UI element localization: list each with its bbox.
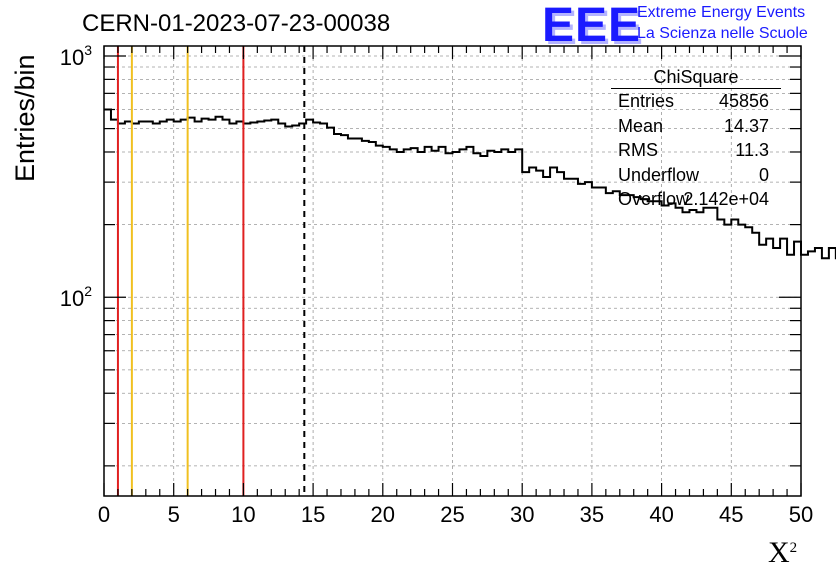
logo-line-1: Extreme Energy Events — [637, 4, 806, 21]
y-tick-label: 103 — [60, 42, 92, 70]
stats-value: 45856 — [718, 91, 769, 111]
y-axis-label: Entries/bin — [10, 54, 40, 182]
x-tick-label: 35 — [580, 502, 604, 527]
x-tick-label: 5 — [168, 502, 180, 527]
logo-line-2: La Scienza nelle Scuole — [637, 25, 808, 42]
stats-row: Entries 45856 — [611, 89, 781, 114]
eee-logo: EEE — [542, 0, 642, 52]
x-axis-label-base: X — [768, 536, 790, 569]
x-tick-label: 40 — [649, 502, 673, 527]
stats-key: Mean — [618, 115, 664, 136]
stats-key: Overflow — [618, 189, 690, 209]
x-tick-label: 10 — [231, 502, 255, 527]
stats-value: 11.3 — [735, 140, 769, 160]
stats-value: 2.142e+04 — [683, 189, 769, 209]
histogram-series — [104, 108, 836, 260]
x-tick-label: 0 — [98, 502, 110, 527]
stats-row: Mean 14.37 — [611, 114, 781, 139]
chart-title: CERN-01-2023-07-23-00038 — [82, 10, 391, 37]
x-tick-label: 20 — [371, 502, 395, 527]
y-tick-label: 102 — [60, 283, 92, 311]
stats-key: Underflow — [618, 164, 700, 185]
x-tick-label: 45 — [719, 502, 743, 527]
stats-key: Entries — [618, 91, 675, 111]
x-tick-label: 15 — [301, 502, 325, 527]
x-axis-label-exponent: 2 — [789, 540, 798, 556]
x-axis-label: X2 — [768, 536, 797, 570]
stats-box: ChiSquare Entries 45856 Mean 14.37 RMS 11.3… — [611, 66, 781, 212]
stats-key: RMS — [618, 140, 658, 160]
stats-title: ChiSquare — [611, 66, 781, 89]
stats-row: RMS 11.3 — [611, 138, 781, 163]
x-tick-label: 50 — [789, 502, 813, 527]
stats-value: 14.37 — [723, 115, 769, 136]
stats-value: 0 — [758, 164, 769, 185]
stats-row: Overflow 2.142e+04 — [611, 187, 781, 212]
x-tick-label: 30 — [510, 502, 534, 527]
x-tick-label: 25 — [440, 502, 464, 527]
stats-row: Underflow 0 — [611, 163, 781, 188]
